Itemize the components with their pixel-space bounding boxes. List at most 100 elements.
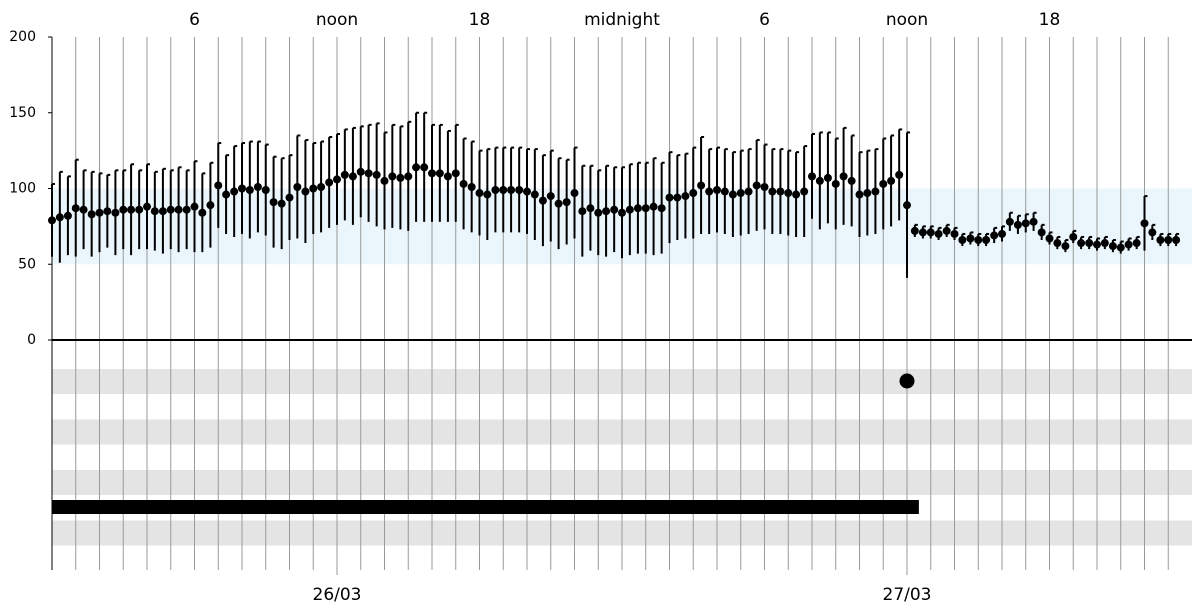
data-point <box>356 167 365 176</box>
data-point <box>602 207 611 216</box>
data-point <box>71 204 80 213</box>
data-point <box>554 199 563 208</box>
data-point <box>657 204 666 213</box>
data-point <box>174 205 183 214</box>
data-point <box>1077 239 1086 248</box>
data-point <box>586 204 595 213</box>
data-point <box>166 205 175 214</box>
data-point <box>1029 217 1038 226</box>
data-point <box>546 192 555 201</box>
data-point <box>1013 220 1022 229</box>
data-point <box>776 187 785 196</box>
y-tick-label: 150 <box>9 105 36 121</box>
data-point <box>230 187 239 196</box>
data-point <box>895 170 904 179</box>
data-point <box>800 187 809 196</box>
data-point <box>127 205 136 214</box>
data-point <box>1124 240 1133 249</box>
x-tick-label: 6 <box>189 10 200 30</box>
data-point <box>831 179 840 188</box>
data-point <box>253 182 262 191</box>
data-point <box>784 189 793 198</box>
data-point <box>515 186 524 195</box>
data-point <box>570 189 579 198</box>
x-tick-label: noon <box>886 10 928 30</box>
y-tick-label: 200 <box>9 29 36 45</box>
data-point <box>293 182 302 191</box>
data-point <box>966 234 975 243</box>
data-point <box>396 173 405 182</box>
data-point <box>459 179 468 188</box>
data-point <box>483 190 492 199</box>
data-point <box>150 207 159 216</box>
data-point <box>245 186 254 195</box>
data-point <box>871 187 880 196</box>
data-point <box>475 189 484 198</box>
data-point <box>689 189 698 198</box>
data-point <box>625 205 634 214</box>
x-tick-label: 6 <box>759 10 770 30</box>
data-point <box>143 202 151 211</box>
data-point <box>998 229 1006 238</box>
data-point <box>435 169 444 178</box>
data-point <box>388 172 397 181</box>
data-point <box>1061 242 1070 251</box>
data-point <box>910 226 919 235</box>
data-point <box>839 172 848 181</box>
data-point <box>855 190 864 199</box>
data-point <box>934 229 943 238</box>
data-point <box>285 193 294 202</box>
data-point <box>404 172 413 181</box>
data-point <box>214 181 223 190</box>
data-point <box>1045 234 1054 243</box>
data-point <box>942 226 951 235</box>
data-point <box>1085 239 1094 248</box>
data-point <box>412 163 421 172</box>
data-point <box>681 192 690 201</box>
data-point <box>665 193 674 202</box>
data-point <box>926 228 935 237</box>
data-point <box>309 184 318 193</box>
data-point <box>1005 217 1014 226</box>
data-point <box>79 205 88 214</box>
data-point <box>728 190 737 199</box>
data-point <box>372 170 381 179</box>
data-point <box>111 208 120 217</box>
data-point <box>752 181 761 190</box>
data-point <box>744 187 753 196</box>
data-point <box>190 202 199 211</box>
data-point <box>1069 232 1078 241</box>
data-point <box>990 231 999 240</box>
data-point <box>1140 219 1149 228</box>
date-label: 27/03 <box>883 585 932 605</box>
data-point <box>158 207 167 216</box>
data-point <box>1093 240 1101 249</box>
data-point <box>697 181 706 190</box>
data-point <box>530 190 539 199</box>
event-dot <box>899 373 915 389</box>
data-point <box>594 208 603 217</box>
data-point <box>428 169 436 178</box>
data-point <box>713 186 721 195</box>
data-point <box>1164 236 1173 245</box>
data-point <box>1021 219 1030 228</box>
data-point <box>467 182 476 191</box>
data-point <box>63 211 72 220</box>
data-point <box>333 175 341 184</box>
y-tick-label: 100 <box>9 181 36 197</box>
data-point <box>182 205 191 214</box>
data-point <box>95 208 104 217</box>
event-bar <box>52 500 919 514</box>
data-point <box>720 187 729 196</box>
data-point <box>301 187 310 196</box>
data-point <box>103 207 112 216</box>
data-point <box>523 187 531 196</box>
x-tick-label: midnight <box>584 10 660 30</box>
data-point <box>420 163 429 172</box>
data-point <box>1172 236 1181 245</box>
data-point <box>974 236 983 245</box>
y-tick-label: 0 <box>27 332 36 348</box>
data-point <box>918 228 927 237</box>
data-point <box>618 208 626 217</box>
